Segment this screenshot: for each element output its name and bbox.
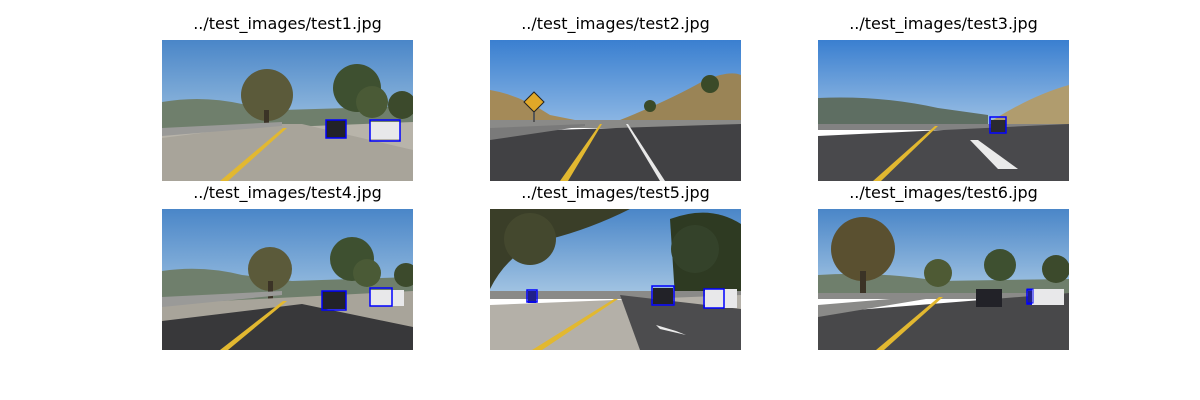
warning-sign — [523, 91, 545, 122]
panel-title: ../test_images/test3.jpg — [849, 14, 1038, 33]
panel-title: ../test_images/test4.jpg — [193, 183, 382, 202]
road-image-test5 — [490, 209, 741, 350]
detection-box — [325, 119, 347, 139]
detection-box — [703, 288, 737, 309]
detection-box — [651, 285, 675, 306]
panel-title: ../test_images/test6.jpg — [849, 183, 1038, 202]
detection-box — [526, 289, 538, 303]
detection-box — [1026, 288, 1064, 305]
panel-title: ../test_images/test5.jpg — [521, 183, 710, 202]
road-image-test2 — [490, 40, 741, 181]
panel-title: ../test_images/test1.jpg — [193, 14, 382, 33]
detection-box — [321, 290, 347, 311]
road-image-test1 — [162, 40, 413, 181]
road-image-test6 — [818, 209, 1069, 350]
detection-box — [989, 116, 1007, 134]
road-image-test4 — [162, 209, 413, 350]
detection-box — [369, 287, 404, 307]
panel-title: ../test_images/test2.jpg — [521, 14, 710, 33]
detection-box — [369, 119, 401, 142]
road-image-test3 — [818, 40, 1069, 181]
